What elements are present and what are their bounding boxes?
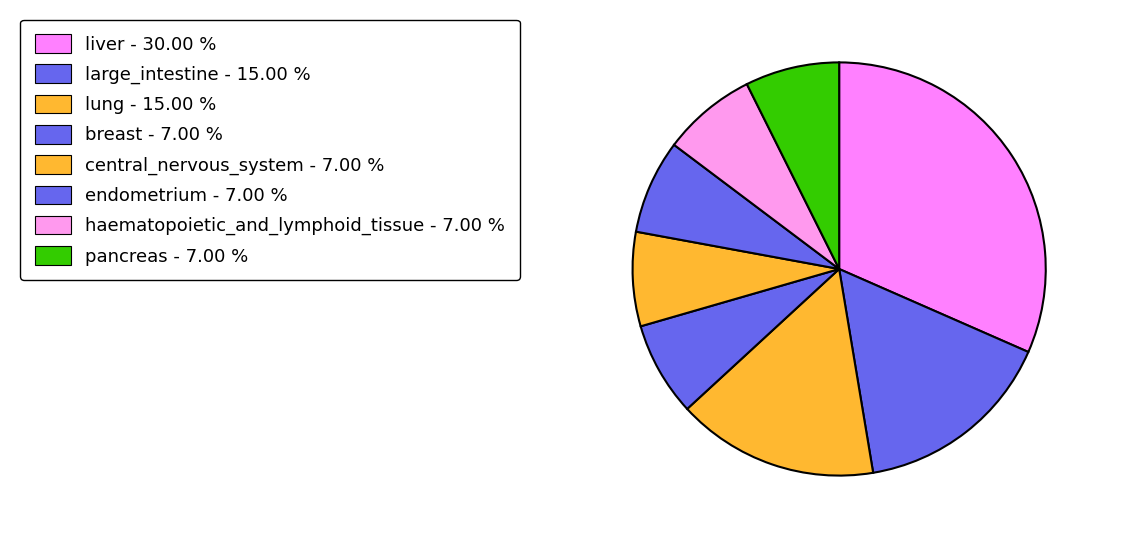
Wedge shape	[747, 62, 839, 269]
Wedge shape	[674, 84, 839, 269]
Wedge shape	[687, 269, 873, 476]
Legend: liver - 30.00 %, large_intestine - 15.00 %, lung - 15.00 %, breast - 7.00 %, cen: liver - 30.00 %, large_intestine - 15.00…	[20, 20, 519, 280]
Wedge shape	[636, 145, 839, 269]
Wedge shape	[839, 62, 1046, 352]
Wedge shape	[839, 269, 1029, 473]
Wedge shape	[641, 269, 839, 409]
Wedge shape	[633, 232, 839, 327]
